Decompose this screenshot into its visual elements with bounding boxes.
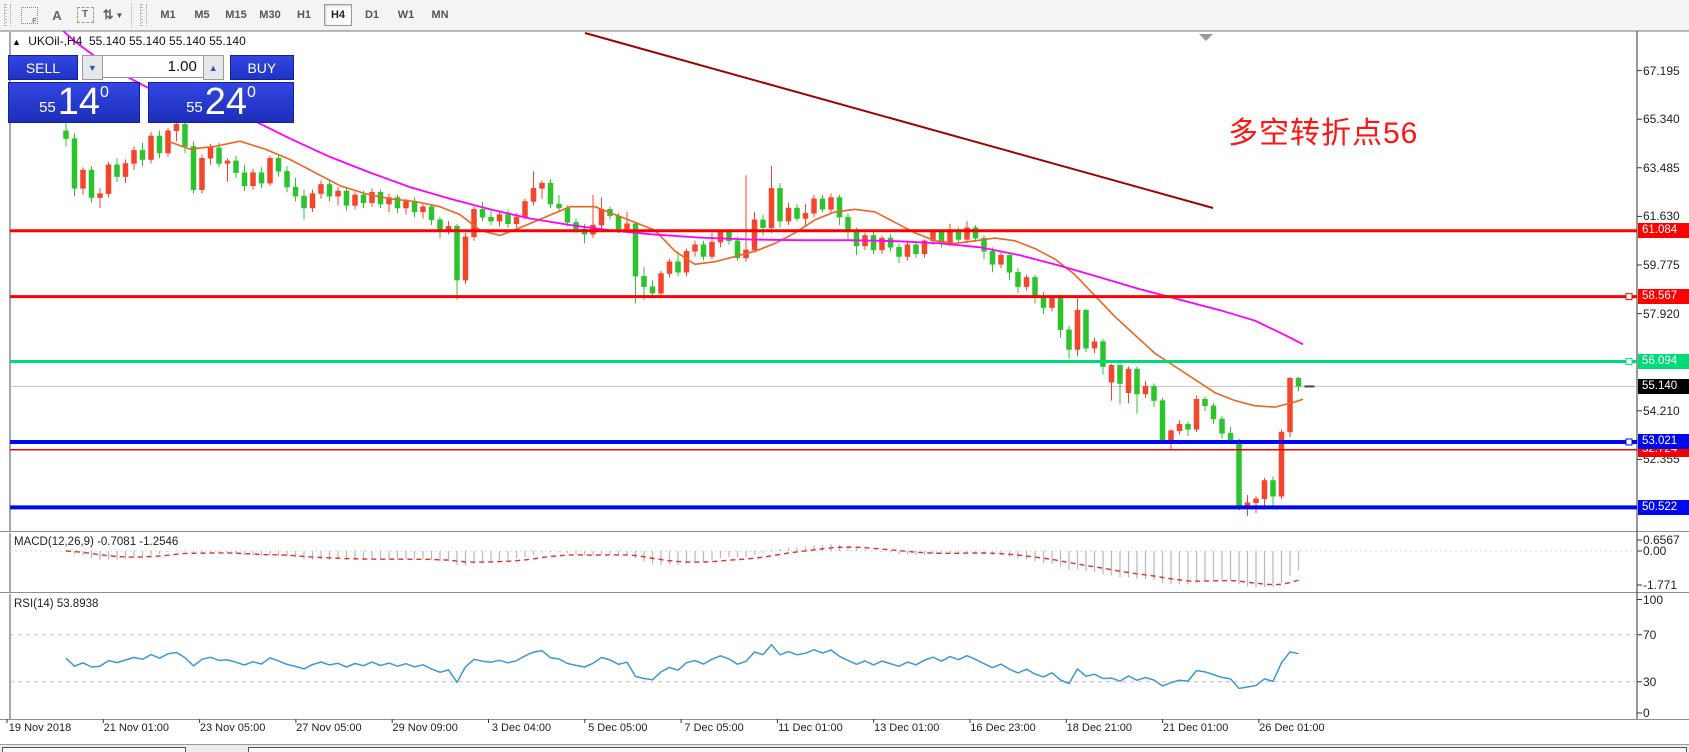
macd-indicator-label: MACD(12,26,9) -0.7081 -1.2546: [14, 536, 179, 548]
timeframe-button-h1[interactable]: H1: [296, 9, 312, 21]
timeframe-button-m15[interactable]: M15: [225, 9, 247, 21]
rsi-axis-label: 100: [1643, 592, 1664, 607]
rsi-axis-label: 70: [1643, 627, 1657, 642]
date-tick-label: 21 Nov 01:00: [103, 722, 170, 734]
buy-price-point: 0: [247, 84, 256, 101]
chart-tab[interactable]: [2, 747, 186, 752]
symbol-name: UKOil-,H4: [28, 34, 83, 48]
rsi-axis-label: 0: [1643, 706, 1650, 720]
timeframe-button-m30[interactable]: M30: [259, 9, 281, 21]
collapse-triangle-icon[interactable]: ▲: [12, 37, 21, 47]
date-tick-label: 13 Dec 01:00: [873, 722, 940, 734]
level-tag-58.567: 58.567: [1638, 289, 1689, 305]
level-tag-50.522: 50.522: [1638, 499, 1689, 515]
sell-price-point: 0: [100, 84, 109, 101]
sell-price-prefix: 55: [39, 99, 56, 116]
chevron-down-icon: ▼: [115, 10, 124, 20]
timeframe-button-h4[interactable]: H4: [324, 4, 352, 26]
date-tick-label: 7 Dec 05:00: [684, 722, 744, 734]
macd-axis-label: -1.771: [1643, 578, 1678, 592]
toolbar-separator: [131, 3, 132, 27]
date-tick-label: 5 Dec 05:00: [588, 722, 648, 734]
timeframe-bar: M1 M5 M15 M30 H1 H4 D1 W1 MN: [151, 4, 457, 26]
volume-input[interactable]: [102, 55, 203, 78]
price-tick-label: 57.920: [1643, 306, 1680, 321]
sell-price-pips: 14: [57, 81, 101, 123]
macd-axis-label: 0.00: [1643, 544, 1667, 558]
price-tick-label: 63.485: [1643, 160, 1680, 175]
chart-plot-area[interactable]: [0, 31, 1689, 752]
macd-axis-label: 0.6567: [1643, 533, 1680, 547]
arrange-objects-icon[interactable]: ⇅ ▼: [102, 7, 124, 22]
date-tick-label: 3 Dec 04:00: [491, 722, 552, 734]
toolbar-grip[interactable]: [4, 4, 11, 26]
buy-price-pips: 24: [204, 81, 248, 123]
symbol-ohlc-values: 55.140 55.140 55.140 55.140: [88, 34, 246, 48]
one-click-trade-panel: SELL ▼ ▲ BUY 55 14 0 55 24 0: [8, 55, 294, 123]
price-tick-label: 59.775: [1643, 258, 1680, 272]
price-tick-label: 67.195: [1643, 63, 1680, 78]
timeframe-button-m5[interactable]: M5: [194, 9, 210, 21]
level-tag-56.094: 56.094: [1638, 353, 1689, 369]
level-tag-53.021: 53.021: [1638, 434, 1689, 450]
buy-price-prefix: 55: [186, 99, 203, 116]
date-tick-label: 27 Nov 05:00: [296, 722, 362, 734]
timeframe-button-mn[interactable]: MN: [431, 9, 449, 21]
sell-button[interactable]: SELL: [8, 55, 78, 80]
price-tick-label: 61.630: [1643, 209, 1680, 224]
textbox-icon[interactable]: T: [73, 3, 97, 27]
chart-annotation-text: 多空转折点56: [1228, 117, 1419, 150]
level-tag-61.084: 61.084: [1638, 223, 1689, 239]
date-tick-label: 16 Dec 23:00: [970, 722, 1036, 734]
date-tick-label: 18 Dec 21:00: [1066, 722, 1133, 734]
price-tick-label: 65.340: [1643, 112, 1680, 127]
grid-profile-icon[interactable]: F: [17, 3, 41, 27]
rsi-axis-label: 30: [1643, 674, 1657, 689]
rsi-indicator-label: RSI(14) 53.8938: [14, 598, 99, 610]
timeframe-button-m1[interactable]: M1: [160, 9, 176, 21]
date-tick-label: 26 Dec 01:00: [1259, 722, 1325, 734]
date-tick-label: 29 Nov 09:00: [392, 722, 458, 734]
top-toolbar: F A T ⇅ ▼ M1 M5 M15 M30 H1 H4 D1 W1 MN: [0, 0, 1689, 31]
sell-price-button[interactable]: 55 14 0: [8, 81, 141, 123]
date-tick-label: 21 Dec 01:00: [1162, 722, 1229, 734]
chart-tab-2[interactable]: [248, 747, 1687, 752]
volume-increase-button[interactable]: ▲: [202, 55, 224, 80]
chart-symbol-header: ▲ UKOil-,H4 55.140 55.140 55.140 55.140: [12, 34, 246, 48]
date-tick-label: 11 Dec 01:00: [778, 722, 843, 734]
date-tick-label: 23 Nov 05:00: [199, 722, 266, 734]
text-label-icon[interactable]: A: [52, 7, 62, 23]
timeframe-button-d1[interactable]: D1: [364, 9, 380, 21]
buy-button[interactable]: BUY: [229, 55, 294, 80]
current-price-tag: 55.140: [1638, 378, 1689, 394]
volume-decrease-button[interactable]: ▼: [81, 55, 103, 80]
buy-price-button[interactable]: 55 24 0: [148, 82, 294, 123]
bottom-tab-bar: [0, 744, 1689, 752]
price-tick-label: 54.210: [1643, 403, 1680, 418]
timeframe-button-w1[interactable]: W1: [397, 9, 415, 21]
date-tick-label: 19 Nov 2018: [8, 722, 72, 734]
toolbar-grip-2[interactable]: [140, 4, 147, 26]
chart-window: ▲ UKOil-,H4 55.140 55.140 55.140 55.140 …: [0, 31, 1689, 752]
